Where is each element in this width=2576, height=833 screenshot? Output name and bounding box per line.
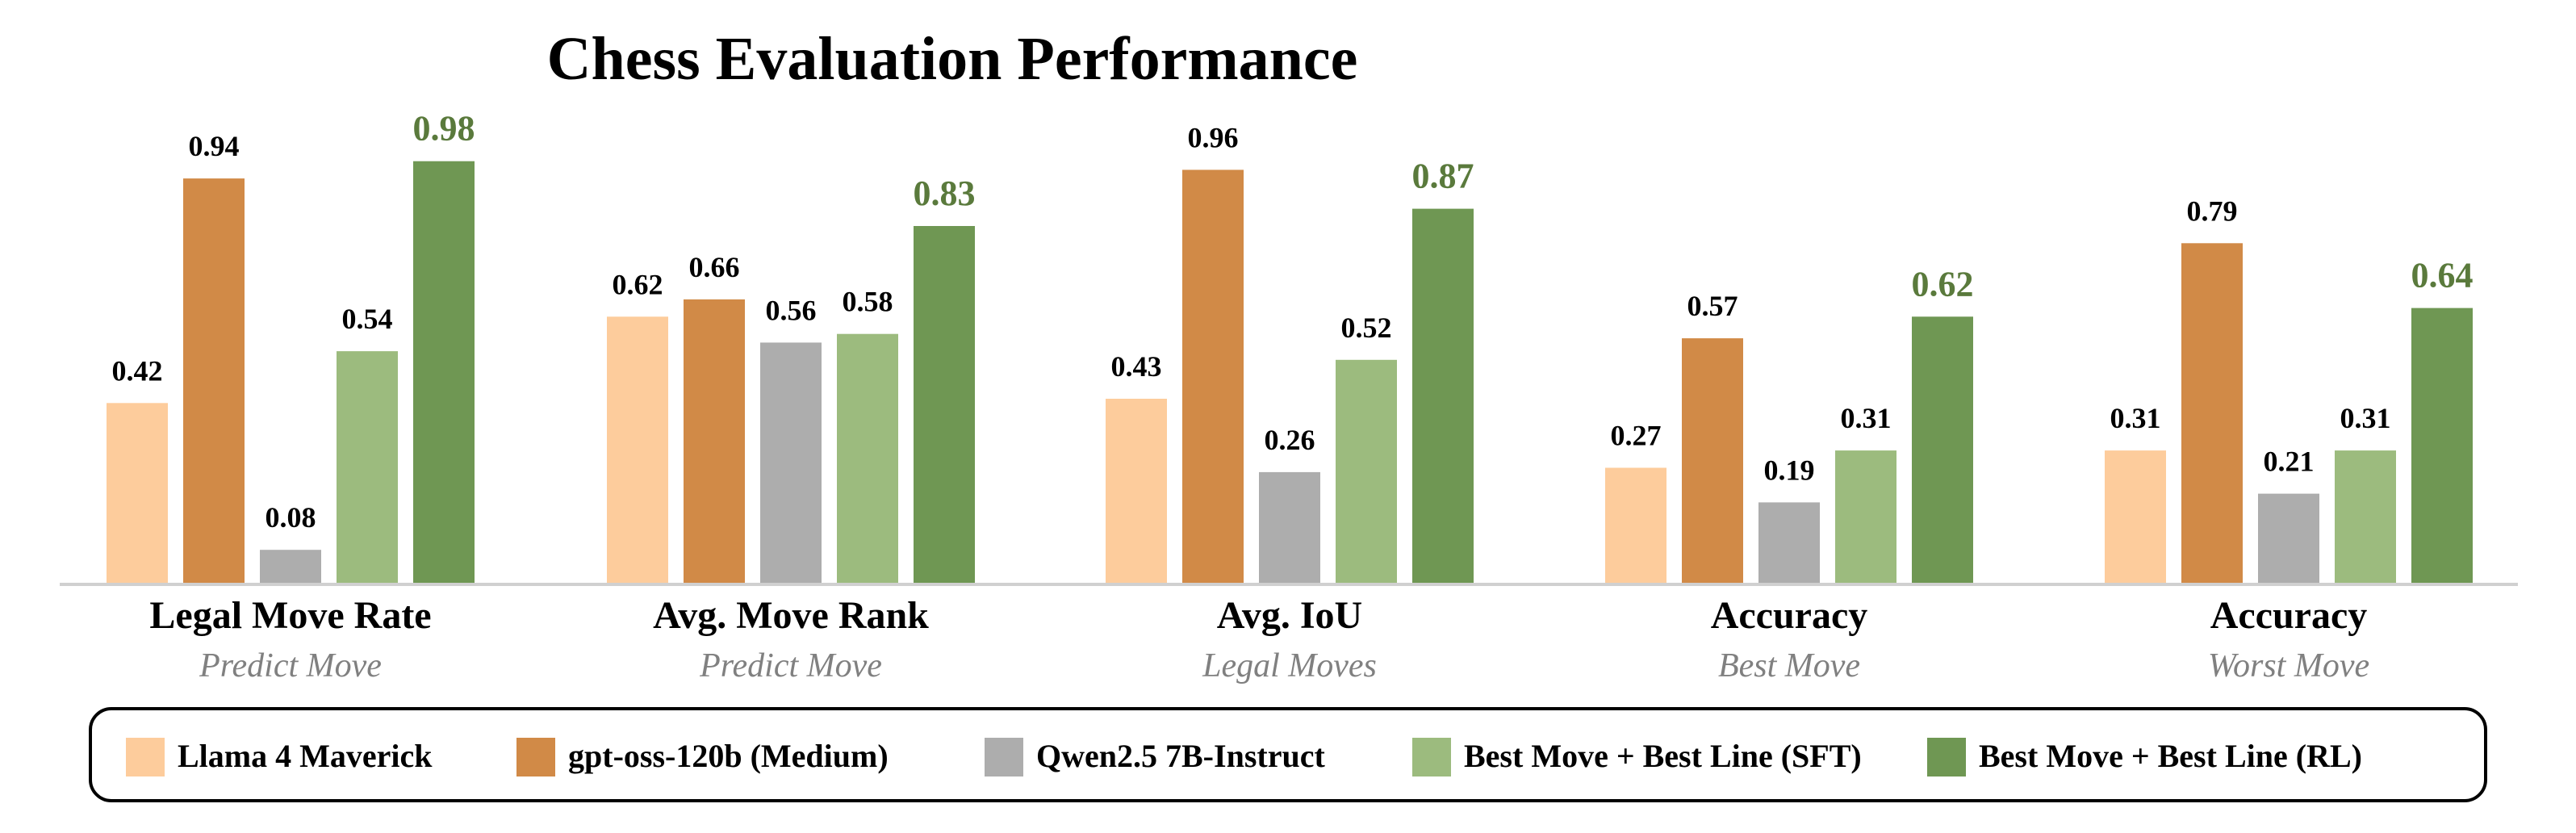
- bar: [1605, 467, 1666, 584]
- bar: [2181, 243, 2243, 584]
- group-metric-label: Avg. IoU: [1217, 594, 1362, 637]
- bar-value-label: 0.62: [613, 268, 663, 300]
- group-task-label: Worst Move: [2208, 647, 2369, 684]
- group-metric-label: Accuracy: [1711, 594, 1868, 637]
- bar: [1336, 359, 1397, 584]
- group-metric-label: Avg. Move Rank: [653, 594, 929, 637]
- bar: [760, 342, 822, 584]
- bar-value-label: 0.52: [1341, 312, 1392, 344]
- bar-value-label: 0.31: [2340, 402, 2391, 434]
- bar-value-label: 0.83: [914, 174, 976, 213]
- bar: [1682, 338, 1743, 584]
- group-metric-label: Accuracy: [2210, 594, 2368, 637]
- bar: [1106, 399, 1167, 584]
- bar: [1412, 208, 1474, 584]
- bar: [337, 351, 398, 584]
- bar-value-label: 0.98: [413, 109, 475, 149]
- bar: [260, 550, 321, 584]
- bar-value-label: 0.42: [112, 354, 163, 387]
- bar-value-label: 0.87: [1412, 157, 1474, 196]
- bar-value-label: 0.79: [2187, 195, 2238, 227]
- legend-swatch: [126, 738, 165, 776]
- bar-value-label: 0.08: [266, 501, 316, 534]
- bar-value-label: 0.26: [1265, 424, 1315, 456]
- bars-layer: 0.42 0.62 0.43 0.27 0.31 0.94 0.66 0.96 0.57 0.79…: [107, 109, 2474, 585]
- legend-swatch: [1927, 738, 1966, 776]
- legend-label: Qwen2.5 7B-Instruct: [1036, 738, 1325, 774]
- bar: [183, 178, 245, 584]
- bar-value-label: 0.58: [843, 286, 893, 318]
- legend: Llama 4 Maverick gpt-oss-120b (Medium) Qwe…: [126, 738, 2362, 776]
- bar-value-label: 0.54: [342, 303, 393, 335]
- bar: [607, 316, 668, 584]
- bar: [1259, 471, 1320, 584]
- bar-value-label: 0.62: [1912, 264, 1974, 303]
- bar: [684, 299, 745, 584]
- legend-swatch: [1412, 738, 1451, 776]
- bar: [2411, 308, 2473, 584]
- legend-label: Llama 4 Maverick: [178, 738, 433, 774]
- bar-value-label: 0.19: [1764, 454, 1815, 486]
- bar-value-label: 0.66: [689, 251, 740, 283]
- bar: [1758, 502, 1820, 585]
- bar: [2105, 450, 2166, 584]
- legend-box: [89, 707, 2487, 802]
- bar-value-label: 0.96: [1188, 121, 1239, 153]
- group-task-label: Legal Moves: [1202, 647, 1377, 684]
- group-task-label: Best Move: [1718, 647, 1860, 684]
- group-task-label: Predict Move: [199, 647, 382, 684]
- group-task-label: Predict Move: [699, 647, 882, 684]
- bar-value-label: 0.94: [189, 130, 240, 162]
- bar: [1912, 316, 1973, 584]
- chart-title: Chess Evaluation Performance: [547, 25, 1358, 93]
- legend-swatch: [516, 738, 555, 776]
- bar: [2335, 450, 2396, 584]
- bar-value-label: 0.43: [1111, 350, 1162, 383]
- legend-label: Best Move + Best Line (SFT): [1464, 738, 1862, 774]
- legend-label: Best Move + Best Line (RL): [1979, 738, 2362, 774]
- group-metric-label: Legal Move Rate: [149, 594, 431, 637]
- bar: [107, 403, 168, 584]
- legend-swatch: [985, 738, 1023, 776]
- bar: [1182, 170, 1244, 584]
- bar: [1835, 450, 1896, 584]
- bar-value-label: 0.21: [2264, 446, 2315, 478]
- bar-value-label: 0.31: [2110, 402, 2161, 434]
- bar: [837, 333, 898, 584]
- bar-value-label: 0.57: [1687, 290, 1738, 322]
- bar: [413, 161, 475, 584]
- bar-value-label: 0.64: [2411, 256, 2474, 295]
- legend-label: gpt-oss-120b (Medium): [568, 738, 889, 774]
- group-labels: Legal Move Rate Predict Move Avg. Move Ran…: [149, 594, 2369, 684]
- bar-value-label: 0.27: [1611, 420, 1662, 452]
- bar: [2258, 493, 2319, 584]
- bar-value-label: 0.56: [766, 294, 817, 326]
- bar-value-label: 0.31: [1841, 402, 1892, 434]
- bar: [914, 226, 975, 584]
